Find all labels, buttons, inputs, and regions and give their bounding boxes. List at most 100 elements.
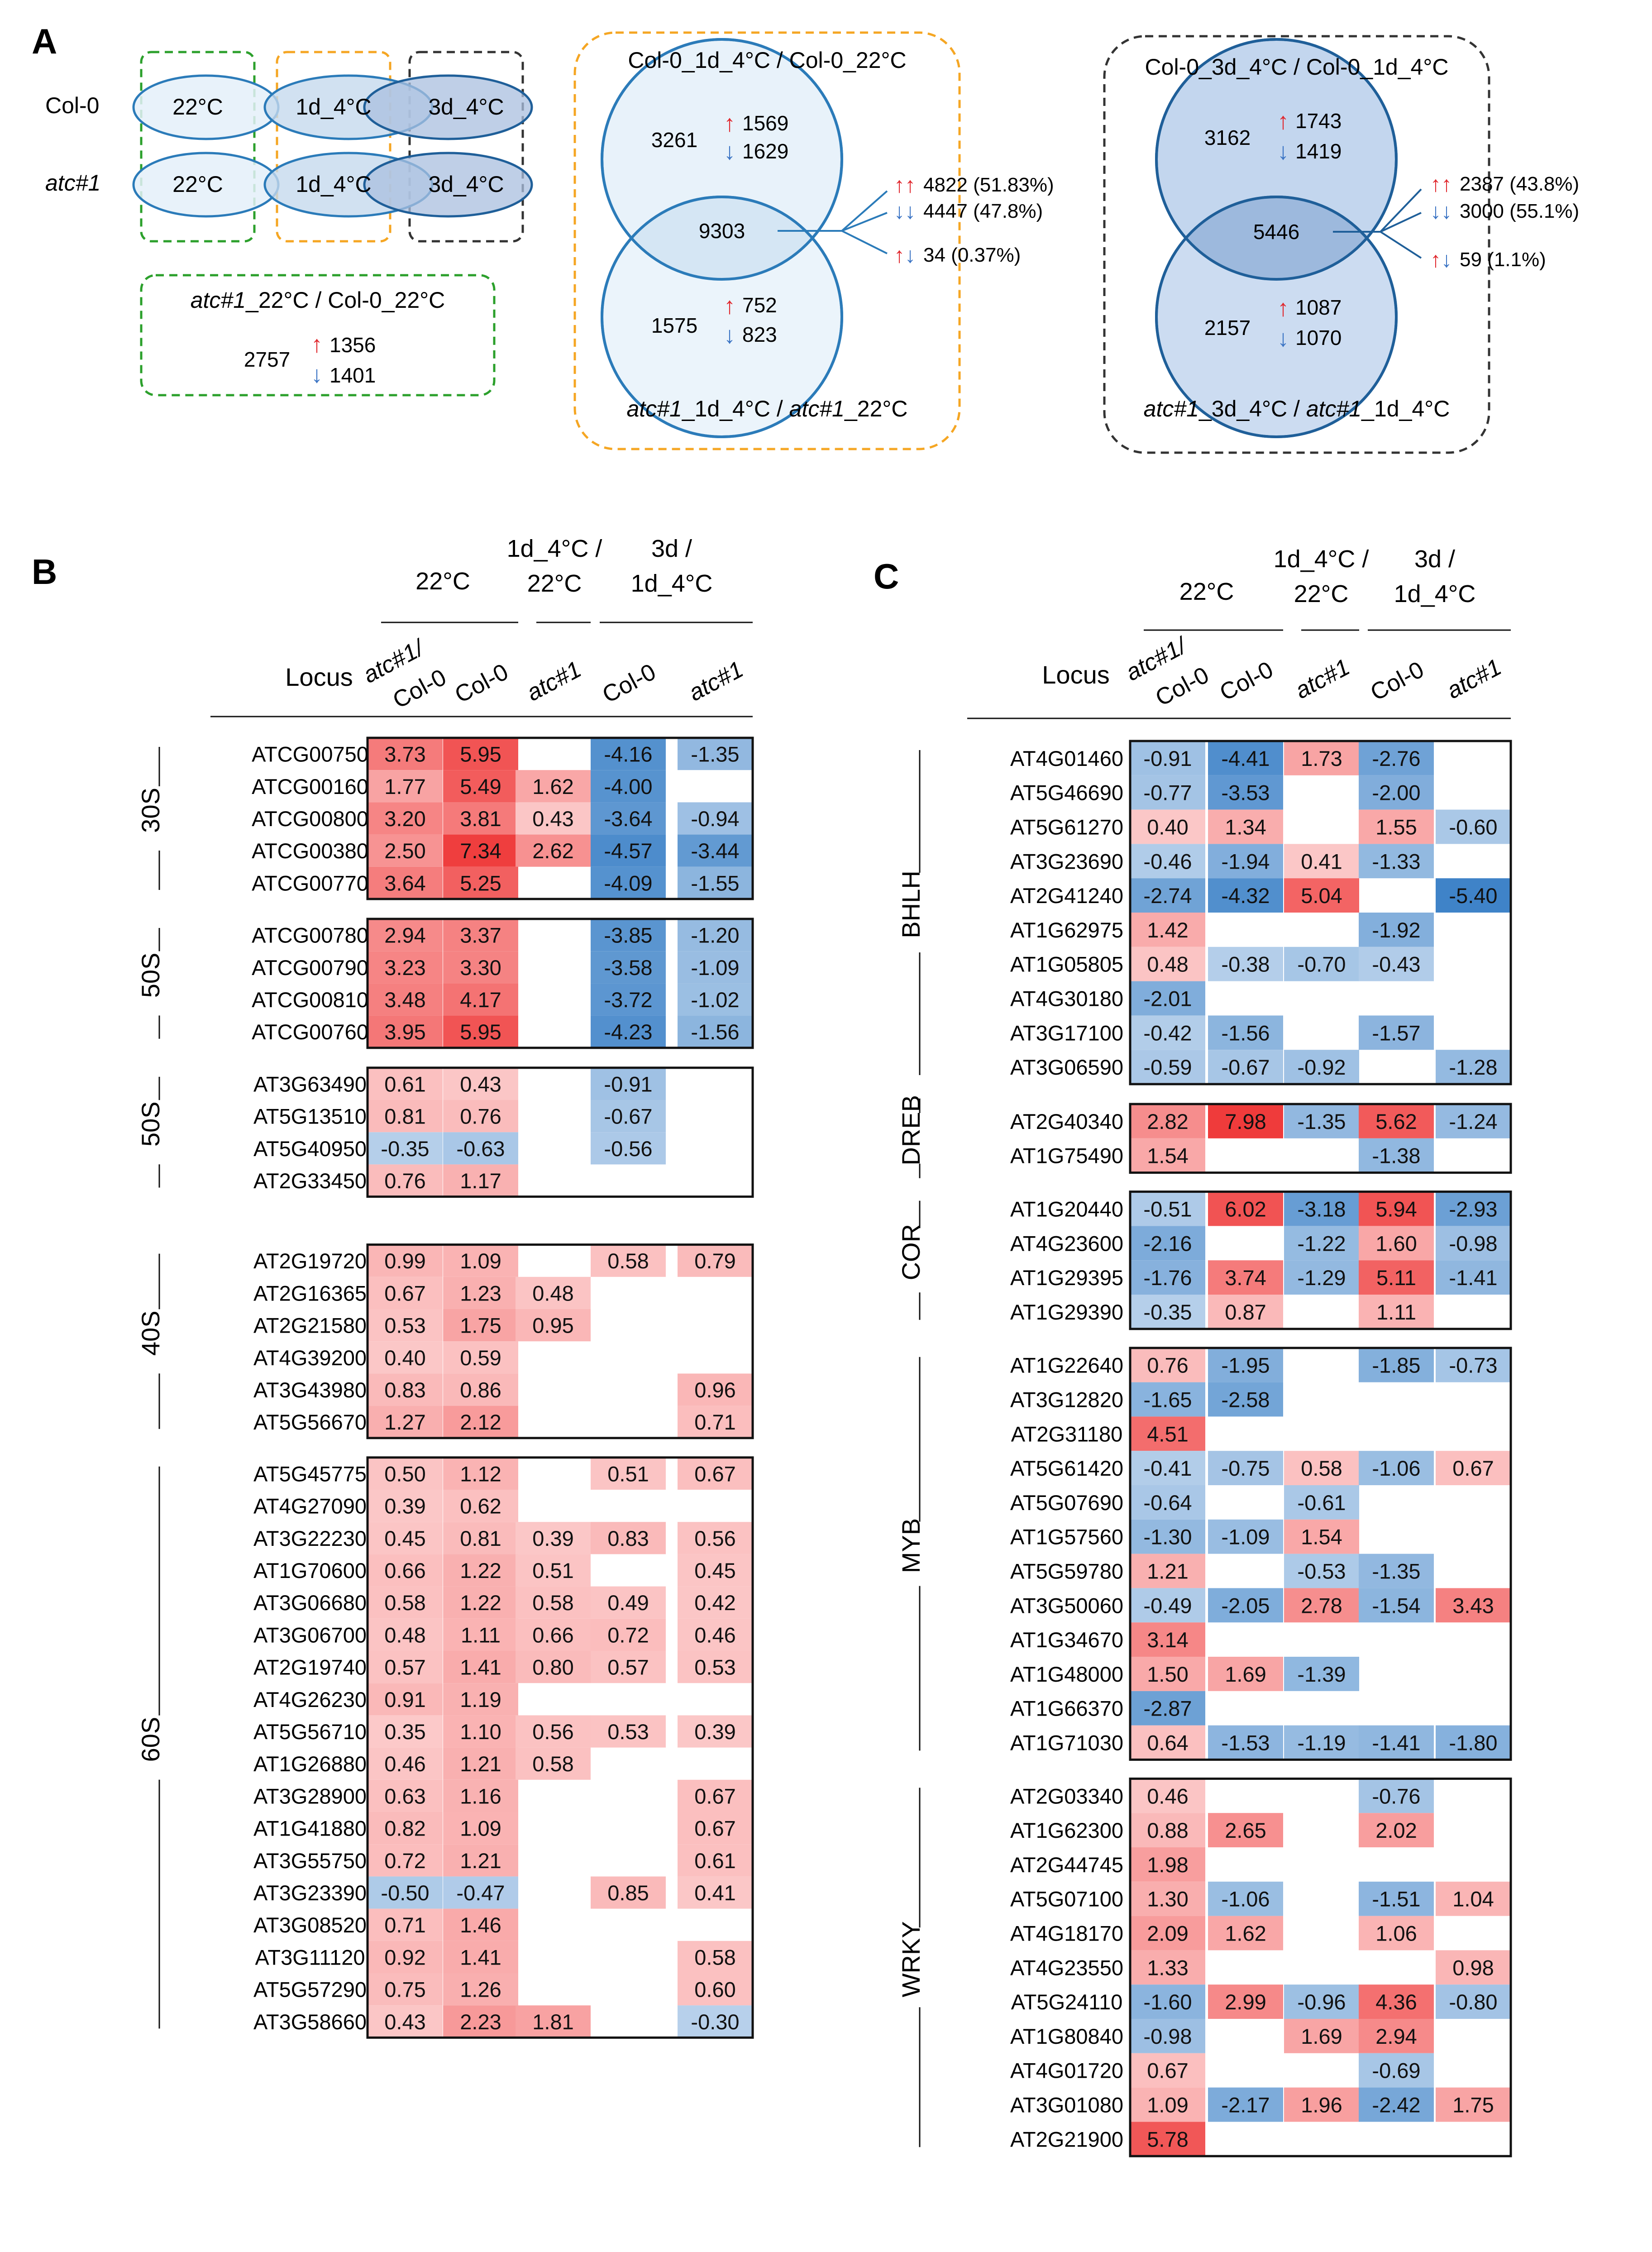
venn-1d-overlap-count: 9303 [699, 219, 745, 243]
table-row: ATCG00780 2.94 3.37 -3.85 -1.20 [252, 919, 753, 951]
heat-cell [368, 1618, 443, 1651]
heat-cell [1359, 1813, 1434, 1847]
venn-1d-top-down-arrow: ↓ [724, 139, 735, 165]
heat-cell-value: 0.41 [694, 1881, 735, 1905]
heat-cell [1359, 2087, 1434, 2122]
heat-cell-value: 3.23 [384, 956, 425, 980]
heat-cell-value: -1.24 [1449, 1109, 1497, 1133]
heat-cell [591, 919, 666, 951]
heat-cell [443, 1812, 518, 1845]
heat-cell [1130, 775, 1205, 810]
heat-cell [678, 1457, 753, 1490]
heat-cell-value: 0.95 [532, 1314, 573, 1338]
venn-3d-upup-count: 2387 (43.8%) [1460, 173, 1579, 195]
heat-cell [1130, 1015, 1205, 1050]
heat-cell-value: -1.94 [1221, 849, 1270, 873]
heat-cell [591, 951, 666, 984]
venn-3d-top-down: 1419 [1295, 139, 1342, 163]
locus-label: AT3G23690 [1010, 849, 1123, 873]
group-label: DREB [897, 1095, 925, 1166]
table-row: AT5G61420 -0.41 -0.75 0.58 -1.06 0.67 [1010, 1451, 1511, 1485]
heat-cell-value: 2.94 [384, 923, 425, 947]
heat-cell-value: 0.80 [532, 1655, 573, 1679]
heat-cell-value: 1.42 [1147, 918, 1188, 942]
heat-cell [591, 866, 666, 899]
heat-cell-value: 0.35 [384, 1720, 425, 1744]
heat-cell-value: -0.35 [1143, 1300, 1192, 1324]
heat-cell [1130, 1226, 1205, 1261]
heat-cell-value: 5.25 [460, 871, 501, 895]
heat-cell-value: -1.92 [1372, 918, 1420, 942]
heat-cell [1284, 1519, 1359, 1554]
table-row: ATCG00380 2.50 7.34 2.62 -4.57 -3.44 [252, 834, 753, 867]
heat-cell [516, 1309, 591, 1342]
col-header-atc-3d: atc#1 [1442, 654, 1506, 704]
heat-cell-value: -1.41 [1449, 1266, 1497, 1290]
heat-cell [1130, 844, 1205, 879]
row-group-60s: AT5G45775 0.50 1.12 0.51 0.67 AT4G27090 0.39 0.… [136, 1456, 754, 2039]
heat-cell [1130, 1779, 1205, 1813]
table-row: AT2G41240 -2.74 -4.32 5.04 -5.40 [1010, 878, 1511, 913]
venn-3d-updown-count: 59 (1.1%) [1460, 249, 1546, 271]
heat-cell [1284, 1191, 1359, 1226]
heat-cell [678, 1554, 753, 1587]
baseline-up-count: 1356 [329, 333, 376, 357]
heat-cell [516, 1618, 591, 1651]
heat-cell-value: -0.98 [1143, 2024, 1192, 2048]
table-row: ATCG00770 3.64 5.25 -4.09 -1.55 [252, 866, 753, 899]
heat-cell [1359, 741, 1434, 775]
venn-1d-4c: Col-0_1d_4°C / Col-0_22°C atc#1_1d_4°C /… [573, 31, 1054, 450]
heat-cell-value: 1.06 [1375, 1922, 1417, 1946]
heat-cell [591, 1586, 666, 1619]
table-row: AT1G22640 0.76 -1.95 -1.85 -0.73 [1010, 1348, 1511, 1382]
heat-cell-value: 4.51 [1147, 1422, 1188, 1446]
heat-cell [368, 1164, 443, 1197]
temp-label-atc-3d: 3d_4°C [428, 172, 504, 197]
heat-cell-value: 0.83 [384, 1378, 425, 1402]
heat-cell-value: 1.41 [460, 1655, 501, 1679]
heat-cell-value: 0.58 [1301, 1456, 1342, 1480]
heat-cell [368, 802, 443, 835]
heat-cell-value: 3.37 [460, 923, 501, 947]
heat-cell [1130, 1416, 1205, 1451]
heat-cell [1130, 1519, 1205, 1554]
heat-cell [1130, 1588, 1205, 1623]
heat-cell-value: 3.73 [384, 742, 425, 766]
heat-cell-value: 1.55 [1375, 815, 1417, 839]
venn-3d-overlap-count: 5446 [1253, 220, 1299, 244]
heat-cell-value: 0.58 [694, 1945, 735, 1969]
heat-cell-value: -1.29 [1297, 1266, 1346, 1290]
header-3d-line1: 3d / [1414, 545, 1455, 573]
heat-cell [368, 1941, 443, 1973]
heat-cell [1284, 1104, 1359, 1138]
heat-cell-value: -3.53 [1221, 781, 1270, 805]
venn-1d-downdown-arrow: ↓↓ [894, 200, 916, 224]
heat-cell [443, 1457, 518, 1490]
heat-cell-value: -1.06 [1221, 1887, 1270, 1911]
heat-cell [678, 1973, 753, 2006]
heat-cell [443, 1522, 518, 1554]
heat-cell [1130, 1295, 1205, 1329]
table-row: AT2G19740 0.57 1.41 0.80 0.57 0.53 [253, 1651, 753, 1683]
heat-cell [591, 834, 666, 867]
heat-cell-value: 0.83 [607, 1526, 649, 1550]
locus-label: ATCG00750 [252, 742, 368, 766]
heat-cell [443, 1277, 518, 1309]
heat-cell-value: 0.58 [532, 1591, 573, 1615]
table-row: AT2G19720 0.99 1.09 0.58 0.79 [253, 1244, 753, 1277]
heat-cell [678, 866, 753, 899]
heat-cell [1436, 1881, 1511, 1916]
heat-cell [1208, 1260, 1283, 1295]
heat-cell [678, 1941, 753, 1973]
heat-cell-value: 0.61 [384, 1072, 425, 1096]
venn-3d-bottom-down: 1070 [1295, 326, 1342, 349]
heat-cell [591, 802, 666, 835]
heat-cell-value: 5.78 [1147, 2127, 1188, 2151]
table-row: AT3G23690 -0.46 -1.94 0.41 -1.33 [1010, 844, 1434, 879]
row-group-50s: ATCG00780 2.94 3.37 -3.85 -1.20 ATCG00790 3.23… [136, 918, 754, 1049]
group-frame [1129, 740, 1512, 1085]
heat-cell [1130, 1191, 1205, 1226]
heat-cell [516, 1277, 591, 1309]
heat-cell [1359, 1984, 1434, 2019]
